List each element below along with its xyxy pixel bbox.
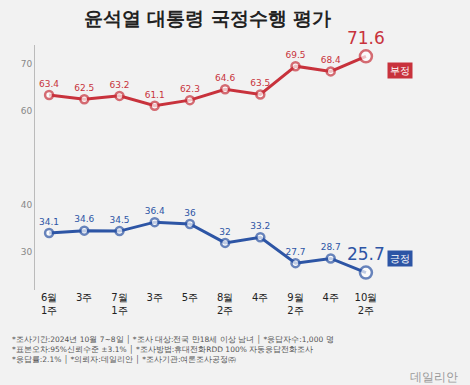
svg-text:40: 40	[21, 200, 33, 210]
svg-text:8월2주: 8월2주	[217, 292, 233, 316]
svg-text:10월2주: 10월2주	[355, 292, 378, 316]
svg-text:70: 70	[21, 59, 33, 69]
svg-text:7월1주: 7월1주	[111, 292, 127, 316]
svg-text:9월2주: 9월2주	[287, 292, 303, 316]
svg-text:25.7: 25.7	[347, 244, 385, 264]
svg-text:33.2: 33.2	[250, 221, 270, 231]
svg-text:63.5: 63.5	[250, 78, 270, 88]
svg-text:4주: 4주	[323, 292, 339, 303]
svg-text:*조사기간:2024년 10월 7~8일 │ *조사 대상:: *조사기간:2024년 10월 7~8일 │ *조사 대상:전국 만18세 이상…	[12, 334, 334, 364]
svg-text:63.4: 63.4	[39, 79, 59, 89]
svg-text:36.4: 36.4	[145, 206, 165, 216]
svg-text:28.7: 28.7	[321, 242, 341, 252]
svg-text:62.5: 62.5	[74, 83, 94, 93]
svg-text:3주: 3주	[147, 292, 163, 303]
svg-text:69.5: 69.5	[285, 50, 305, 60]
svg-text:63.2: 63.2	[109, 80, 129, 90]
svg-text:32: 32	[219, 227, 230, 237]
svg-text:34.5: 34.5	[109, 215, 129, 225]
svg-text:68.4: 68.4	[321, 55, 341, 65]
svg-text:34.1: 34.1	[39, 217, 59, 227]
svg-text:62.3: 62.3	[180, 84, 200, 94]
svg-text:60: 60	[21, 106, 33, 116]
svg-text:27.7: 27.7	[285, 247, 305, 257]
svg-text:긍정: 긍정	[390, 253, 410, 264]
svg-text:34.6: 34.6	[74, 214, 94, 224]
svg-text:4주: 4주	[252, 292, 268, 303]
svg-text:윤석열 대통령 국정수행 평가: 윤석열 대통령 국정수행 평가	[84, 7, 332, 29]
svg-text:71.6: 71.6	[347, 28, 385, 48]
svg-text:6월1주: 6월1주	[41, 292, 57, 316]
svg-text:61.1: 61.1	[145, 90, 165, 100]
svg-text:64.6: 64.6	[215, 73, 235, 83]
svg-text:5주: 5주	[182, 292, 198, 303]
svg-text:데일리안: 데일리안	[410, 370, 458, 384]
svg-text:부정: 부정	[390, 65, 410, 76]
svg-text:30: 30	[21, 247, 33, 257]
svg-text:36: 36	[184, 208, 196, 218]
svg-text:3주: 3주	[76, 292, 92, 303]
